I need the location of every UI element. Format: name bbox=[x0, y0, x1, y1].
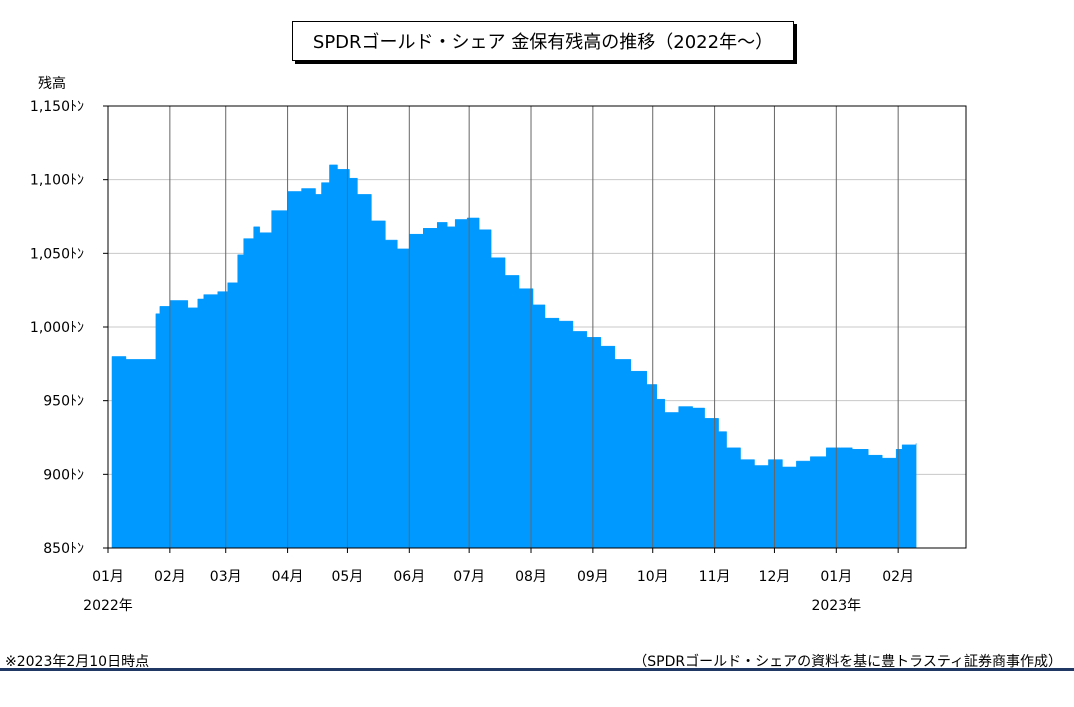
y-tick-label: 1,150ﾄﾝ bbox=[30, 99, 84, 115]
x-tick-label: 06月 bbox=[393, 569, 425, 585]
x-tick-label: 10月 bbox=[637, 569, 669, 585]
y-tick-label: 1,000ﾄﾝ bbox=[30, 320, 84, 336]
y-tick-label: 850ﾄﾝ bbox=[43, 541, 84, 557]
source-note: （SPDRゴールド・シェアの資料を基に豊トラスティ証券商事作成） bbox=[633, 654, 1062, 670]
x-tick-label: 09月 bbox=[577, 569, 609, 585]
y-tick-label: 1,100ﾄﾝ bbox=[30, 173, 84, 189]
x-tick-label: 01月 bbox=[820, 569, 852, 585]
x-tick-label: 02月 bbox=[154, 569, 186, 585]
x-tick-label: 08月 bbox=[515, 569, 547, 585]
bottom-rule bbox=[0, 668, 1074, 671]
as-of-note: ※2023年2月10日時点 bbox=[5, 654, 150, 670]
x-tick-label: 07月 bbox=[453, 569, 485, 585]
x-tick-label: 03月 bbox=[210, 569, 242, 585]
x-tick-label: 02月 bbox=[882, 569, 914, 585]
x-tick-label: 11月 bbox=[699, 569, 731, 585]
year-label: 2022年 bbox=[83, 598, 133, 614]
x-tick-label: 05月 bbox=[332, 569, 364, 585]
x-tick-label: 01月 bbox=[92, 569, 124, 585]
chart-title: SPDRゴールド・シェア 金保有残高の推移（2022年～） bbox=[292, 21, 794, 61]
y-tick-label: 1,050ﾄﾝ bbox=[30, 246, 84, 262]
y-axis-label: 残高 bbox=[38, 76, 66, 92]
x-tick-label: 12月 bbox=[759, 569, 791, 585]
y-tick-label: 950ﾄﾝ bbox=[43, 394, 84, 410]
year-label: 2023年 bbox=[811, 598, 861, 614]
x-tick-label: 04月 bbox=[272, 569, 304, 585]
y-tick-label: 900ﾄﾝ bbox=[43, 467, 84, 483]
